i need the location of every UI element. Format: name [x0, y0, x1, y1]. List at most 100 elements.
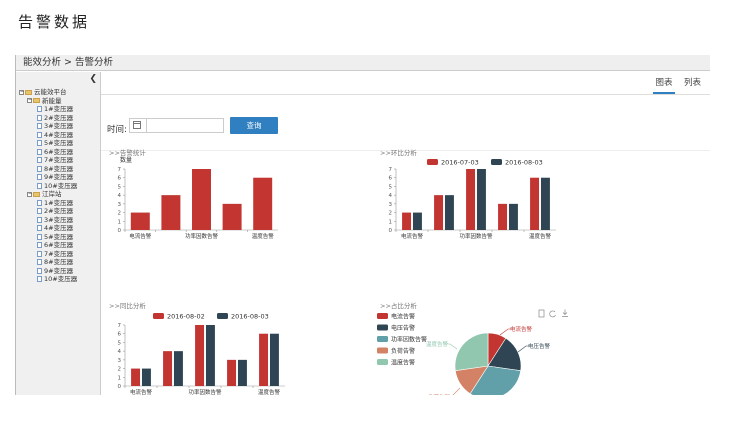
- y-tick-label: 6: [118, 332, 122, 338]
- legend-label: 负荷告警: [391, 347, 415, 355]
- data-view-icon[interactable]: [538, 309, 545, 318]
- chevron-left-icon[interactable]: ❮: [89, 74, 97, 84]
- tree-item-label: 8#变压器: [44, 258, 74, 266]
- file-icon: [37, 259, 42, 266]
- tab-list[interactable]: 列表: [684, 78, 702, 88]
- bar: [237, 359, 247, 386]
- tree-folder[interactable]: − 江岸站: [19, 190, 77, 199]
- tree-item[interactable]: 6#变压器: [19, 148, 77, 157]
- file-icon: [37, 174, 42, 181]
- y-tick-label: 6: [389, 176, 393, 182]
- bar: [222, 203, 242, 230]
- y-tick-label: 4: [118, 349, 122, 355]
- expander-icon[interactable]: −: [27, 97, 33, 104]
- tree-item[interactable]: 8#变压器: [19, 165, 77, 174]
- y-tick-label: 0: [118, 228, 122, 234]
- x-tick-label: 电流告警: [129, 232, 152, 240]
- tree-item-label: 1#变压器: [44, 105, 74, 113]
- section-title-alarm-stats: >>告警统计: [109, 149, 146, 157]
- tree-folder[interactable]: − 新能量: [19, 97, 77, 106]
- tree-item[interactable]: 10#变压器: [19, 275, 77, 284]
- legend-swatch: [427, 159, 438, 165]
- tree-item[interactable]: 5#变压器: [19, 233, 77, 242]
- query-button[interactable]: 查询: [230, 117, 278, 134]
- tree-item[interactable]: 1#变压器: [19, 105, 77, 114]
- view-tabs: 图表 列表: [101, 72, 710, 95]
- y-axis-label: 数量: [120, 156, 132, 164]
- y-tick-label: 0: [118, 384, 122, 390]
- legend-label: 温度告警: [391, 359, 415, 367]
- sidebar: ❮ − 云能效平台 − 新能量 1#变压器 2#变压器 3#变压器 4#变压器 5#变压器 6#变…: [16, 72, 101, 395]
- bar: [402, 212, 412, 230]
- x-tick-label: 电流告警: [401, 232, 424, 240]
- folder-icon: [33, 191, 40, 197]
- legend-swatch: [377, 336, 388, 342]
- file-icon: [37, 250, 42, 257]
- tree-item[interactable]: 8#变压器: [19, 258, 77, 267]
- tree-item[interactable]: 6#变压器: [19, 241, 77, 250]
- legend-label: 功率因数告警: [391, 336, 427, 344]
- tree-item-label: 5#变压器: [44, 232, 74, 241]
- tree-item[interactable]: 5#变压器: [19, 139, 77, 148]
- tree-item-label: 1#变压器: [44, 198, 74, 207]
- refresh-icon[interactable]: [549, 310, 556, 318]
- bar: [498, 203, 508, 230]
- expander-icon[interactable]: −: [19, 88, 25, 95]
- bar: [173, 351, 183, 386]
- download-icon[interactable]: [562, 309, 568, 317]
- tab-chart[interactable]: 图表: [653, 76, 675, 94]
- legend-label: 电压告警: [391, 324, 415, 332]
- file-icon: [37, 106, 42, 113]
- tree-item-label: 2#变压器: [44, 207, 74, 215]
- file-icon: [37, 242, 42, 249]
- tree-item[interactable]: 1#变压器: [19, 199, 77, 208]
- y-tick-label: 2: [118, 211, 122, 217]
- expander-icon[interactable]: −: [27, 190, 33, 197]
- y-tick-label: 3: [389, 202, 393, 208]
- bar: [476, 169, 486, 230]
- file-icon: [37, 199, 42, 206]
- pie-leader-line: [499, 328, 511, 336]
- page-title: 告警数据: [18, 13, 91, 31]
- x-tick-label: 温度告警: [252, 232, 275, 240]
- bar: [227, 359, 237, 386]
- bar: [192, 169, 211, 230]
- y-tick-label: 6: [118, 176, 122, 182]
- bar: [269, 333, 279, 386]
- y-tick-label: 5: [118, 340, 122, 346]
- tree-item[interactable]: 7#变压器: [19, 250, 77, 259]
- file-icon: [37, 148, 42, 155]
- tree-item-label: 3#变压器: [44, 215, 74, 224]
- bar: [130, 212, 150, 230]
- tree-item[interactable]: 2#变压器: [19, 207, 77, 216]
- pie-outer-label: 电压告警: [528, 342, 551, 350]
- file-icon: [37, 208, 42, 215]
- bar: [141, 368, 151, 386]
- tree-item[interactable]: 7#变压器: [19, 156, 77, 165]
- y-tick-label: 7: [389, 167, 393, 173]
- tree-item[interactable]: 3#变压器: [19, 216, 77, 225]
- section-title-share: >>占比分析: [380, 302, 417, 310]
- tree-folder[interactable]: − 云能效平台: [19, 88, 77, 97]
- time-input[interactable]: [129, 118, 224, 133]
- y-tick-label: 7: [118, 167, 122, 173]
- tree-item[interactable]: 10#变压器: [19, 182, 77, 191]
- tree-item[interactable]: 4#变压器: [19, 131, 77, 140]
- y-tick-label: 5: [118, 184, 122, 190]
- tree-item[interactable]: 2#变压器: [19, 114, 77, 123]
- x-tick-label: 温度告警: [529, 232, 552, 240]
- pie-outer-label: 温度告警: [426, 340, 449, 348]
- calendar-icon[interactable]: [133, 121, 141, 129]
- bar: [444, 195, 454, 230]
- tree-item[interactable]: 9#变压器: [19, 173, 77, 182]
- tree-item-label: 江岸站: [42, 190, 62, 198]
- tree-item[interactable]: 3#变压器: [19, 122, 77, 131]
- tree-item-label: 8#变压器: [44, 164, 74, 173]
- tree-item-label: 3#变压器: [44, 122, 74, 130]
- tree-item[interactable]: 4#变压器: [19, 224, 77, 233]
- y-tick-label: 3: [118, 358, 122, 364]
- main-panel: 图表 列表 时间: 查询 >>告警统计 >>环比分析 >>同比分析 >>占比分析…: [101, 72, 710, 395]
- input-divider: [146, 119, 147, 132]
- legend-label: 2016-07-03: [441, 159, 479, 167]
- tree-item[interactable]: 9#变压器: [19, 267, 77, 276]
